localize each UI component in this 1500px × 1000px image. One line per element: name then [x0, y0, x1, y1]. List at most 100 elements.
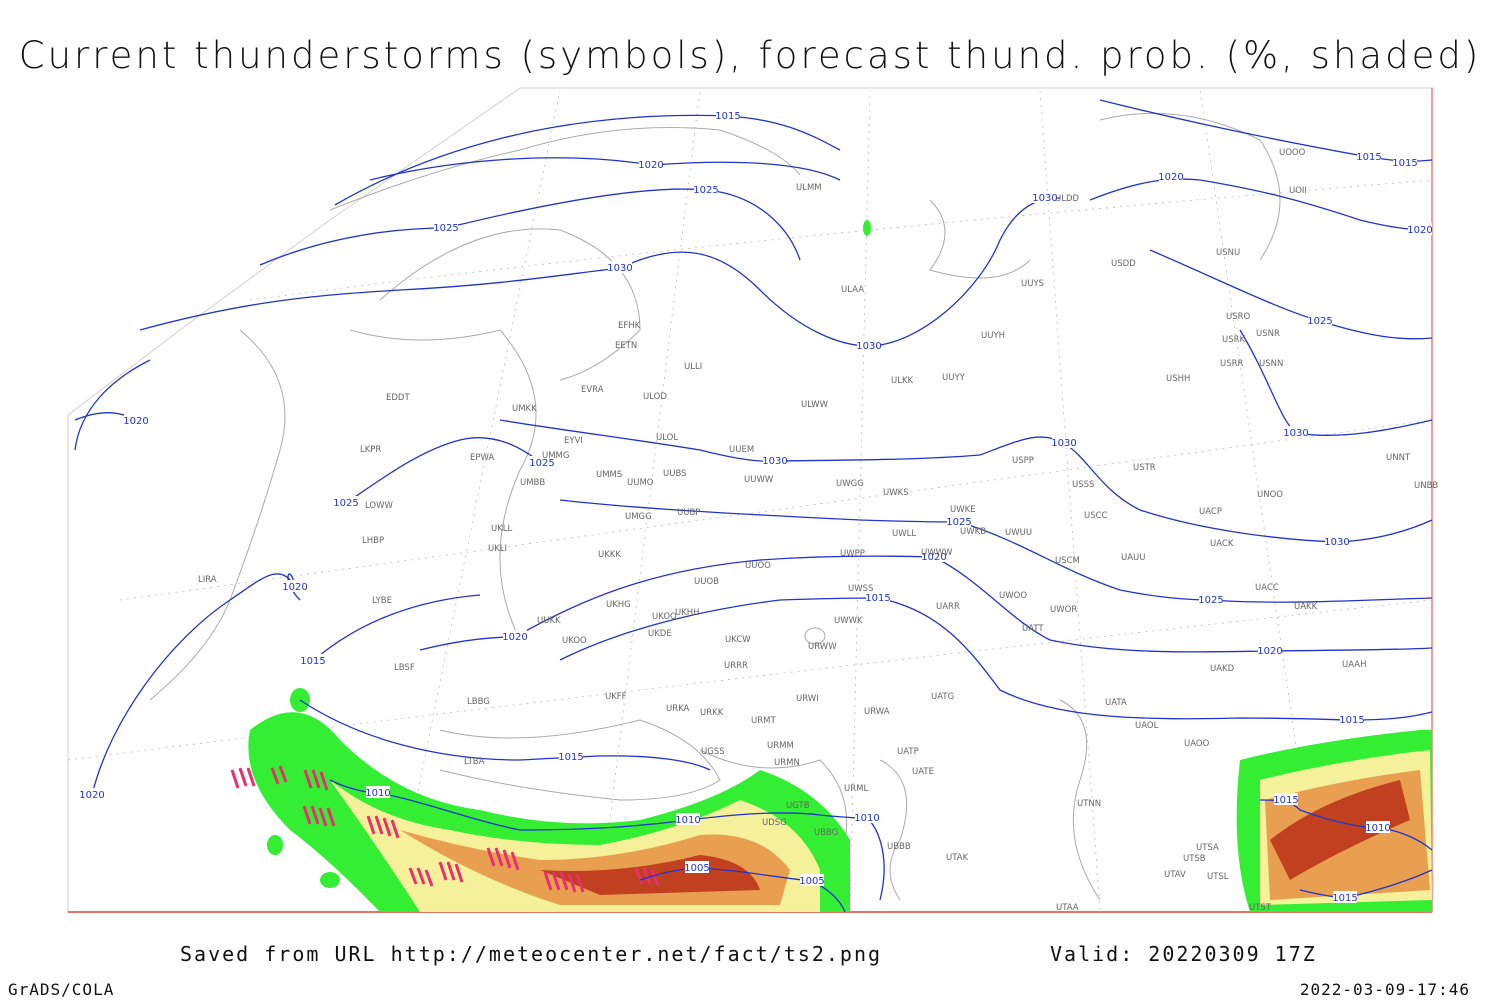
- isobar: [345, 437, 543, 504]
- isobar-label: 1030: [607, 263, 632, 274]
- isobar-label-bg: [434, 221, 458, 233]
- station-code: UMMS: [596, 470, 622, 480]
- isobar-label: 1030: [856, 341, 881, 352]
- station-code: UNOO: [1257, 490, 1283, 500]
- isobar-label: 1015: [1339, 715, 1364, 726]
- station-code: UKHG: [606, 600, 631, 610]
- station-code: UWSS: [848, 584, 873, 594]
- coastline: [329, 127, 801, 211]
- isobar-label: 1015: [1273, 795, 1298, 806]
- isobar: [259, 188, 801, 266]
- coastlines: [149, 112, 1281, 901]
- isobar-label-bg: [1052, 436, 1076, 448]
- isobar-label-bg: [283, 580, 307, 592]
- software: GrADS/COLA: [8, 980, 114, 999]
- storm-symbol: [270, 765, 288, 785]
- station-code: UWWW: [921, 548, 953, 558]
- station-code: UATP: [897, 747, 919, 757]
- station-code: UTAA: [1056, 903, 1079, 913]
- station-code: UKLI: [488, 544, 507, 554]
- isobar-label: 1015: [558, 752, 583, 763]
- isobar-label-bg: [694, 183, 718, 195]
- isobar-label-bg: [685, 861, 709, 873]
- station-code: UGSS: [701, 747, 725, 757]
- isobar-label-bg: [334, 496, 358, 508]
- station-code: USNR: [1256, 329, 1280, 339]
- station-code: UAOL: [1135, 721, 1159, 731]
- isobar-label: 1020: [282, 582, 307, 593]
- isobar: [559, 499, 1433, 603]
- station-code: LHBP: [362, 536, 384, 546]
- isobar-label: 1020: [502, 632, 527, 643]
- isobar-label: 1020: [79, 790, 104, 801]
- isobar-label-bg: [857, 339, 881, 351]
- station-code: UKDE: [648, 629, 672, 639]
- isobar-label: 1010: [365, 788, 390, 799]
- isobar-label: 1030: [1032, 193, 1057, 204]
- station-code: UTAV: [1164, 870, 1186, 880]
- isobar-label-bg: [530, 456, 554, 468]
- meridian: [599, 89, 701, 901]
- isobar: [1089, 178, 1433, 231]
- station-code: ULDD: [1055, 194, 1080, 204]
- thunderstorm-symbols: [230, 765, 660, 893]
- isobar: [312, 594, 1433, 721]
- isobar-label-bg: [716, 109, 740, 121]
- station-code: UWOR: [1050, 605, 1077, 615]
- isobar: [639, 867, 846, 913]
- station-code: USPP: [1012, 456, 1034, 466]
- station-code: UWWK: [834, 616, 863, 626]
- isobar-label-bg: [80, 788, 104, 800]
- prob-low: [320, 872, 340, 888]
- coastline: [929, 199, 1031, 279]
- coastline: [1059, 699, 1101, 901]
- isobar-label-bg: [559, 750, 583, 762]
- isobar-label: 1005: [799, 876, 824, 887]
- parallel: [119, 419, 1433, 601]
- station-code: UUYY: [942, 373, 966, 383]
- station-code: URWA: [864, 707, 890, 717]
- storm-symbol: [486, 847, 520, 871]
- isobar-label: 1020: [1407, 225, 1432, 236]
- station-code: UMKK: [512, 404, 537, 414]
- isobar-label: 1015: [300, 656, 325, 667]
- station-code: UWKE: [950, 505, 976, 515]
- isobar-label: 1020: [638, 160, 663, 171]
- isobar-label-bg: [1159, 170, 1183, 182]
- isobar-label-bg: [1340, 713, 1364, 725]
- isobar-label-bg: [1408, 223, 1432, 235]
- isobar-label: 1025: [433, 223, 458, 234]
- isobar-label: 1015: [1392, 158, 1417, 169]
- isobar-label-bg: [855, 811, 879, 823]
- station-code: UWPP: [840, 549, 865, 559]
- title: Current thunderstorms (symbols), forecas…: [19, 34, 1482, 77]
- storm-symbol: [302, 805, 336, 827]
- station-code: UNNT: [1386, 453, 1411, 463]
- isobar-label: 1025: [946, 517, 971, 528]
- station-code: UKOO: [652, 612, 677, 622]
- isobar-label-bg: [1357, 150, 1381, 162]
- station-code: UBBB: [887, 842, 911, 852]
- station-labels: ULMM ULDD UOOO UOII USNU USDD UUYS ULAA EFHK EETN…: [198, 148, 1438, 913]
- station-code: ULWW: [801, 400, 829, 410]
- station-code: UOII: [1289, 186, 1307, 196]
- isobar-label-bg: [1274, 793, 1298, 805]
- station-code: URKK: [700, 708, 724, 718]
- coastline: [1099, 112, 1281, 261]
- station-code: UKHH: [675, 608, 700, 618]
- station-code: EFHK: [618, 321, 641, 331]
- station-code: UBBG: [814, 828, 838, 838]
- station-code: UACK: [1210, 539, 1234, 549]
- station-code: URWW: [808, 642, 837, 652]
- isobar-label-bg: [676, 813, 700, 825]
- station-code: LTBA: [464, 757, 485, 767]
- station-code: UUYS: [1021, 279, 1044, 289]
- isobar-label: 1030: [762, 456, 787, 467]
- station-code: UTSL: [1207, 872, 1229, 882]
- prob-low: [863, 220, 871, 236]
- station-code: UUKK: [537, 616, 561, 626]
- station-code: UKLL: [491, 524, 513, 534]
- isobar-label: 1030: [1051, 438, 1076, 449]
- isobar-label: 1015: [715, 111, 740, 122]
- timestamp: 2022-03-09-17:46: [1300, 980, 1470, 999]
